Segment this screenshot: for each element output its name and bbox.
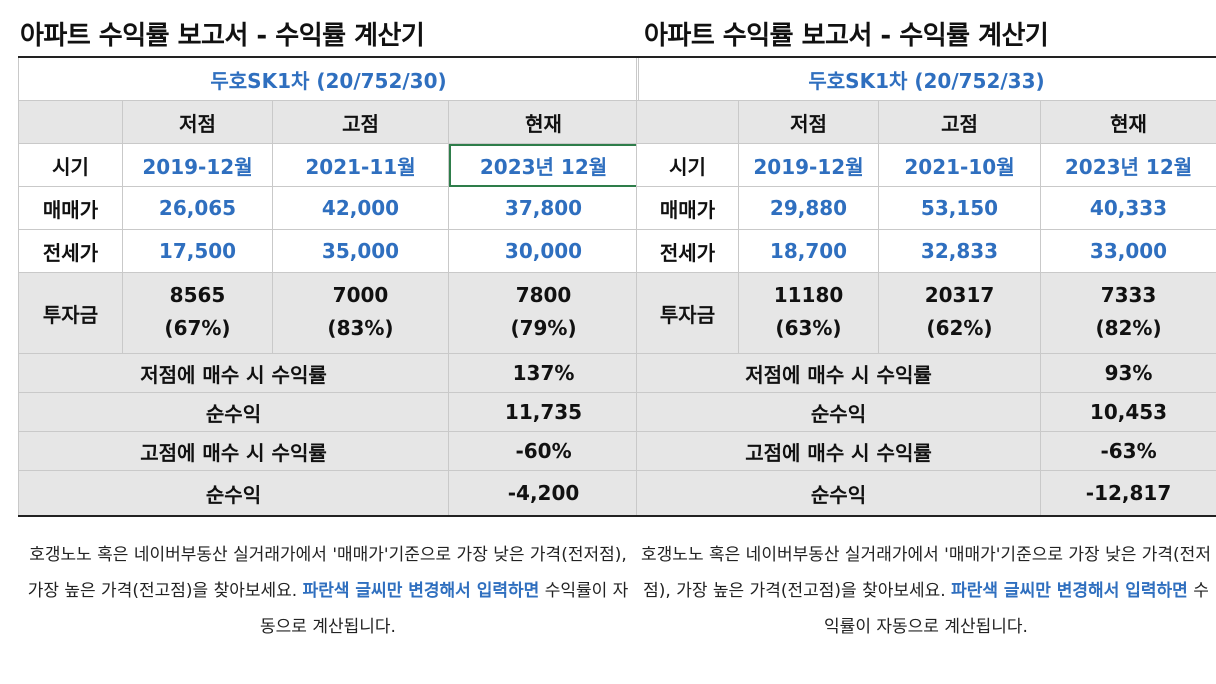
summary-value-low-yield[interactable]: 137%	[447, 353, 640, 393]
investment-current-cell[interactable]: 7333 (82%)	[1039, 272, 1216, 354]
yield-table: 두호SK1차 (20/752/33) 저점 고점 현재 시기 2019-12월 …	[635, 56, 1216, 517]
corner-cell	[636, 100, 739, 144]
investment-amount: 7333	[1100, 283, 1157, 307]
note-text: 호갱노노 혹은 네이버부동산 실거래가에서 '매매가'기준으로 가장 낮은 가격…	[27, 545, 627, 601]
period-current-cell[interactable]: 2023년 12월	[447, 143, 640, 187]
investment-amount: 11180	[773, 283, 844, 307]
summary-label-low-yield: 저점에 매수 시 수익률	[18, 353, 449, 393]
col-header-high: 고점	[878, 100, 1041, 144]
investment-amount: 7800	[515, 283, 572, 307]
row-label-sale-price: 매매가	[636, 186, 739, 230]
row-label-sale-price: 매매가	[18, 186, 123, 230]
summary-label-high-profit: 순수익	[636, 470, 1041, 517]
summary-value-low-profit[interactable]: 10,453	[1039, 392, 1216, 432]
summary-value-low-yield[interactable]: 93%	[1039, 353, 1216, 393]
investment-ratio: (63%)	[775, 316, 842, 340]
sale-price-current-cell[interactable]: 40,333	[1039, 186, 1216, 230]
investment-ratio: (67%)	[164, 316, 231, 340]
investment-amount: 20317	[924, 283, 995, 307]
left-calculator-panel: 아파트 수익률 보고서 - 수익률 계산기 두호SK1차 (20/752/30)…	[17, 0, 640, 645]
sale-price-low-cell[interactable]: 26,065	[122, 186, 273, 230]
investment-amount: 7000	[332, 283, 389, 307]
summary-value-high-yield[interactable]: -60%	[447, 431, 640, 471]
summary-label-low-profit: 순수익	[18, 392, 449, 432]
instruction-note: 호갱노노 혹은 네이버부동산 실거래가에서 '매매가'기준으로 가장 낮은 가격…	[18, 537, 638, 645]
summary-label-high-yield: 고점에 매수 시 수익률	[18, 431, 449, 471]
row-label-investment: 투자금	[18, 272, 123, 354]
row-label-period: 시기	[18, 143, 123, 187]
row-label-jeonse-price: 전세가	[636, 229, 739, 273]
calculator-title: 아파트 수익률 보고서 - 수익률 계산기	[20, 21, 425, 51]
investment-ratio: (82%)	[1095, 316, 1162, 340]
instruction-note: 호갱노노 혹은 네이버부동산 실거래가에서 '매매가'기준으로 가장 낮은 가격…	[636, 537, 1216, 645]
investment-current-cell[interactable]: 7800 (79%)	[447, 272, 640, 354]
sale-price-current-cell[interactable]: 37,800	[447, 186, 640, 230]
corner-cell	[18, 100, 123, 144]
investment-high-cell[interactable]: 7000 (83%)	[272, 272, 449, 354]
right-calculator-panel: 아파트 수익률 보고서 - 수익률 계산기 두호SK1차 (20/752/33)…	[635, 0, 1216, 645]
apartment-name-cell[interactable]: 두호SK1차 (20/752/30)	[17, 56, 640, 101]
period-low-cell[interactable]: 2019-12월	[122, 143, 273, 187]
col-header-current: 현재	[1039, 100, 1216, 144]
investment-ratio: (83%)	[327, 316, 394, 340]
summary-value-high-profit[interactable]: -4,200	[447, 470, 640, 517]
col-header-current: 현재	[447, 100, 640, 144]
col-header-low: 저점	[122, 100, 273, 144]
period-current-cell[interactable]: 2023년 12월	[1039, 143, 1216, 187]
jeonse-price-low-cell[interactable]: 18,700	[738, 229, 879, 273]
investment-ratio: (62%)	[926, 316, 993, 340]
row-label-investment: 투자금	[636, 272, 739, 354]
jeonse-price-current-cell[interactable]: 30,000	[447, 229, 640, 273]
note-highlight: 파란색 글씨만 변경해서 입력하면	[302, 581, 540, 601]
note-text: 호갱노노 혹은 네이버부동산 실거래가에서 '매매가'기준으로 가장 낮은 가격…	[641, 545, 1211, 601]
summary-label-low-yield: 저점에 매수 시 수익률	[636, 353, 1041, 393]
period-high-cell[interactable]: 2021-11월	[272, 143, 449, 187]
jeonse-price-high-cell[interactable]: 35,000	[272, 229, 449, 273]
investment-amount: 8565	[169, 283, 226, 307]
summary-label-high-profit: 순수익	[18, 470, 449, 517]
summary-label-low-profit: 순수익	[636, 392, 1041, 432]
investment-low-cell[interactable]: 11180 (63%)	[738, 272, 879, 354]
jeonse-price-low-cell[interactable]: 17,500	[122, 229, 273, 273]
period-low-cell[interactable]: 2019-12월	[738, 143, 879, 187]
investment-low-cell[interactable]: 8565 (67%)	[122, 272, 273, 354]
calculator-title: 아파트 수익률 보고서 - 수익률 계산기	[644, 21, 1049, 51]
jeonse-price-current-cell[interactable]: 33,000	[1039, 229, 1216, 273]
summary-value-high-yield[interactable]: -63%	[1039, 431, 1216, 471]
sale-price-low-cell[interactable]: 29,880	[738, 186, 879, 230]
jeonse-price-high-cell[interactable]: 32,833	[878, 229, 1041, 273]
note-text-end: 수익률이 자동으로 계산됩니다.	[260, 581, 629, 637]
investment-ratio: (79%)	[510, 316, 577, 340]
col-header-high: 고점	[272, 100, 449, 144]
yield-table: 두호SK1차 (20/752/30) 저점 고점 현재 시기 2019-12월 …	[17, 56, 640, 517]
row-label-jeonse-price: 전세가	[18, 229, 123, 273]
sale-price-high-cell[interactable]: 42,000	[272, 186, 449, 230]
summary-value-high-profit[interactable]: -12,817	[1039, 470, 1216, 517]
note-text-end: 수익률이 자동으로 계산됩니다.	[824, 581, 1209, 637]
summary-value-low-profit[interactable]: 11,735	[447, 392, 640, 432]
col-header-low: 저점	[738, 100, 879, 144]
apartment-name-cell[interactable]: 두호SK1차 (20/752/33)	[635, 56, 1216, 101]
period-high-cell[interactable]: 2021-10월	[878, 143, 1041, 187]
sale-price-high-cell[interactable]: 53,150	[878, 186, 1041, 230]
row-label-period: 시기	[636, 143, 739, 187]
investment-high-cell[interactable]: 20317 (62%)	[878, 272, 1041, 354]
note-highlight: 파란색 글씨만 변경해서 입력하면	[951, 581, 1188, 601]
summary-label-high-yield: 고점에 매수 시 수익률	[636, 431, 1041, 471]
